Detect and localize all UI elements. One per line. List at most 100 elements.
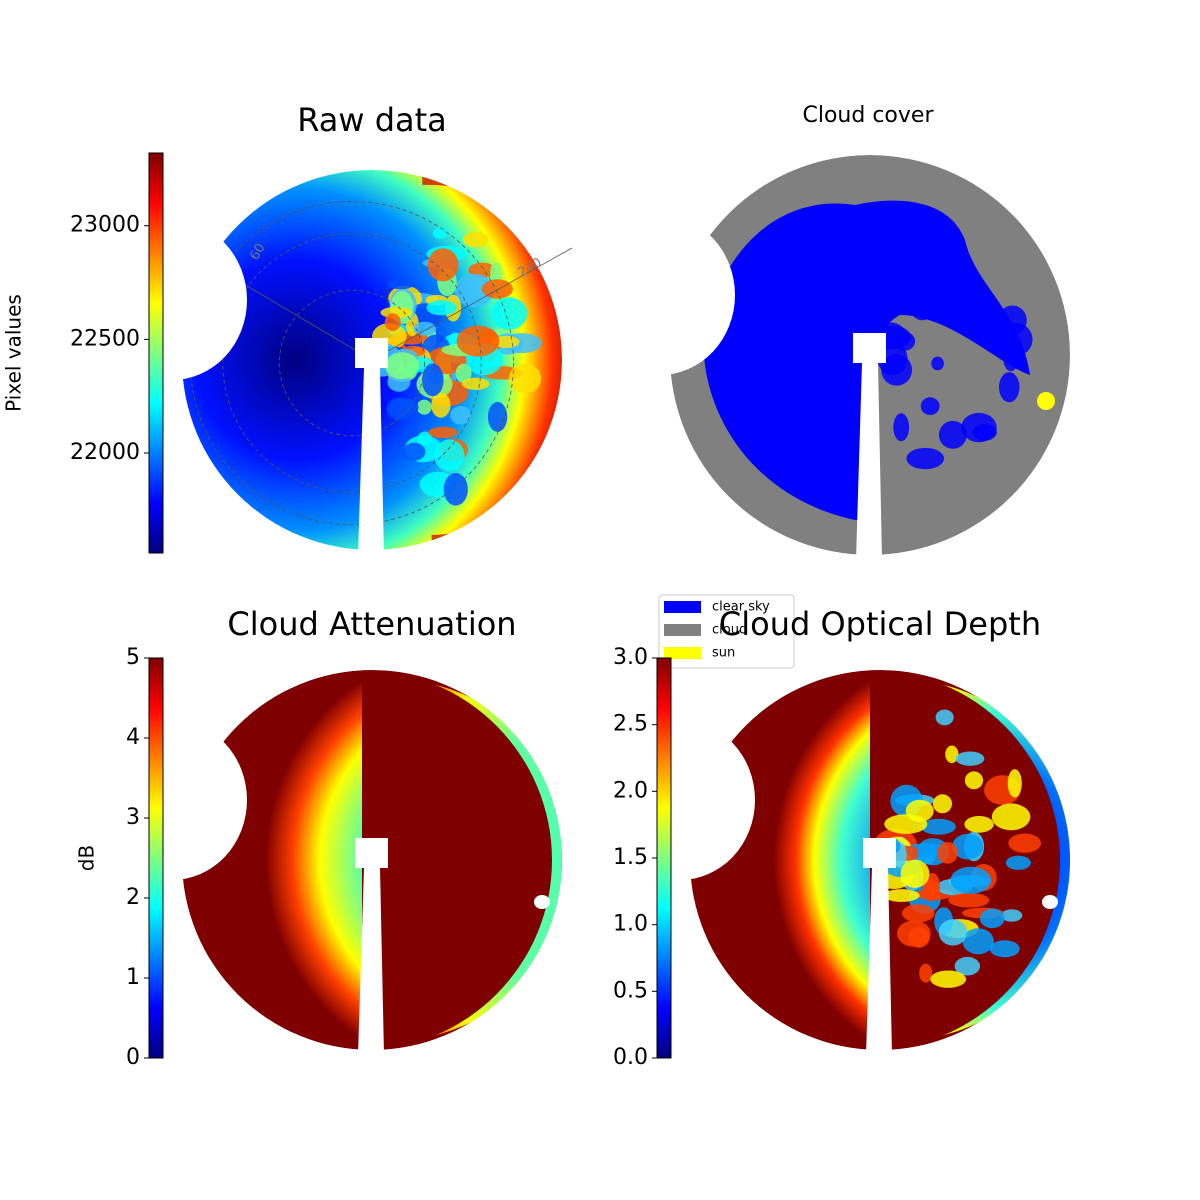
cloud-texture bbox=[945, 745, 959, 764]
cloud-texture bbox=[911, 299, 934, 321]
legend-swatch bbox=[664, 647, 701, 659]
polar-grid bbox=[278, 289, 426, 437]
colorbar-tick-label: 2.5 bbox=[613, 712, 648, 737]
cloud-texture bbox=[925, 872, 941, 901]
legend-label: cloud bbox=[712, 623, 747, 638]
colorbar-tick-label: 2.0 bbox=[613, 778, 648, 803]
colorbar-tick-label: 5 bbox=[126, 645, 140, 670]
cloud-texture bbox=[455, 363, 472, 384]
cloud-texture bbox=[462, 231, 489, 248]
polar-axis bbox=[371, 247, 573, 361]
sensor-arm bbox=[853, 333, 886, 560]
legend-swatch bbox=[664, 601, 701, 613]
legend: clear sky cloud sun bbox=[658, 594, 795, 669]
cloud-texture bbox=[385, 352, 420, 380]
cloud-texture bbox=[490, 262, 503, 282]
image-mask bbox=[585, 215, 735, 375]
colorbar-tick-label: 0 bbox=[126, 1045, 140, 1070]
cloud-texture bbox=[398, 399, 419, 416]
cloud-texture bbox=[998, 372, 1020, 403]
image bbox=[182, 170, 562, 550]
cloud-texture bbox=[427, 248, 459, 282]
cloud-texture bbox=[427, 821, 470, 850]
cloud-texture bbox=[491, 297, 528, 330]
cloud-texture bbox=[893, 413, 910, 442]
cloud-texture bbox=[920, 397, 940, 416]
cloud-texture bbox=[950, 866, 992, 894]
cloud-texture bbox=[1000, 909, 1023, 922]
cloud-texture bbox=[434, 439, 465, 472]
colorbar bbox=[148, 152, 164, 554]
legend-label: clear sky bbox=[712, 600, 770, 615]
cloud-texture bbox=[1005, 855, 1031, 870]
cloud-texture bbox=[901, 904, 935, 923]
colorbar-tick-label: 1.0 bbox=[613, 912, 648, 937]
panel-title: Cloud Attenuation bbox=[227, 605, 516, 643]
colorbar-tick-label: 4 bbox=[126, 725, 140, 750]
cloud-texture bbox=[413, 321, 436, 336]
cloud-texture bbox=[402, 442, 426, 461]
colorbar-tick-label: 2 bbox=[126, 885, 140, 910]
cloud-texture bbox=[954, 956, 981, 976]
sensor-arm bbox=[355, 838, 388, 1055]
cloud-texture bbox=[900, 859, 930, 888]
cloud-texture bbox=[443, 472, 468, 506]
cloud-texture bbox=[932, 794, 953, 814]
panel bbox=[605, 670, 1070, 1055]
panel bbox=[585, 155, 1070, 560]
cloud-texture bbox=[964, 771, 984, 790]
sensor-arm bbox=[863, 838, 896, 1055]
cloud-region bbox=[362, 670, 552, 1050]
cloud-texture bbox=[964, 815, 994, 833]
cloud-texture bbox=[1007, 769, 1022, 798]
cloud-texture bbox=[955, 751, 985, 766]
colorbar-tick-label: 23000 bbox=[70, 213, 140, 238]
cloud-texture bbox=[422, 363, 444, 397]
sun bbox=[1037, 392, 1055, 410]
sun-mask bbox=[534, 895, 550, 909]
cloud-texture bbox=[948, 892, 990, 908]
cloud-texture bbox=[1000, 323, 1033, 356]
colorbar-label: dB bbox=[75, 845, 99, 871]
colorbar-label: Pixel values bbox=[2, 294, 26, 412]
cloud-texture bbox=[387, 279, 415, 290]
cloud-texture bbox=[431, 392, 451, 418]
sensor-arm bbox=[355, 338, 388, 555]
cloud-texture bbox=[394, 866, 438, 887]
cloud-texture bbox=[930, 970, 967, 988]
colorbar-tick-label: 22000 bbox=[70, 440, 140, 465]
legend-label: sun bbox=[712, 646, 735, 661]
colorbar-tick-label: 3 bbox=[126, 805, 140, 830]
cloud-texture bbox=[935, 709, 954, 726]
cloud-texture bbox=[952, 833, 984, 860]
image-mask bbox=[97, 720, 247, 880]
cloud-texture bbox=[432, 227, 448, 240]
panel bbox=[97, 670, 562, 1055]
cloud-texture bbox=[450, 405, 471, 425]
polar-label: 60 bbox=[247, 241, 268, 263]
polar-grid bbox=[222, 233, 482, 493]
colorbar-tick-label: 3.0 bbox=[613, 645, 648, 670]
panel-title: Cloud Optical Depth bbox=[719, 605, 1041, 643]
cloud-texture bbox=[461, 377, 490, 390]
cloud-texture bbox=[426, 300, 457, 316]
cloud-texture bbox=[937, 842, 958, 864]
cloud-texture bbox=[389, 835, 432, 855]
colorbar bbox=[148, 657, 164, 1059]
cloud-texture bbox=[931, 356, 944, 371]
cloud-texture bbox=[972, 423, 997, 441]
cloud-texture bbox=[991, 803, 1031, 831]
cloud-texture bbox=[508, 363, 542, 394]
legend-swatch bbox=[664, 624, 701, 636]
sun-mask bbox=[1042, 895, 1058, 909]
cloud-texture bbox=[493, 335, 520, 348]
cloud-texture bbox=[384, 313, 401, 332]
colorbar-tick-label: 0.0 bbox=[613, 1045, 648, 1070]
colorbar-tick-label: 1.5 bbox=[613, 845, 648, 870]
image-mask bbox=[97, 220, 247, 380]
cloud-texture bbox=[884, 814, 928, 834]
cloud-texture bbox=[487, 401, 508, 432]
colorbar-tick-label: 0.5 bbox=[613, 978, 648, 1003]
cloud-texture bbox=[416, 399, 432, 415]
